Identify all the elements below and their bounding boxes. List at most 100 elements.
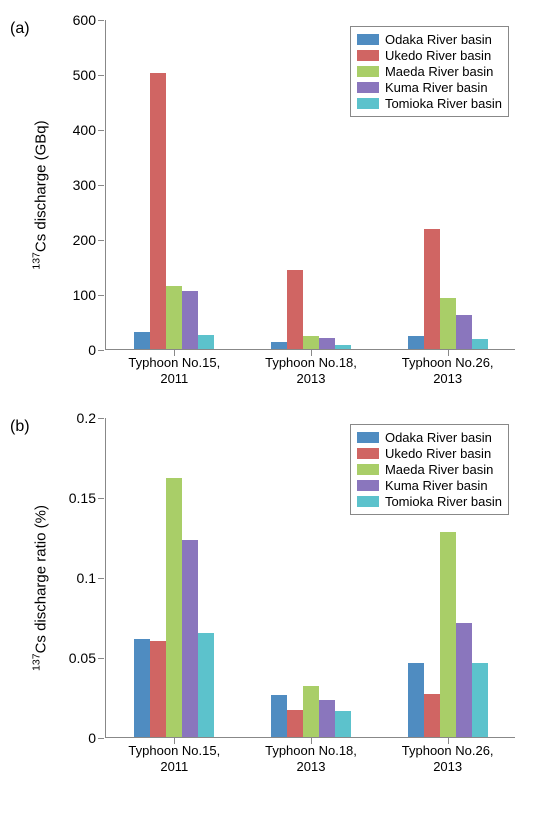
y-tick	[98, 185, 104, 186]
legend-item: Tomioka River basin	[357, 494, 502, 509]
legend-item: Kuma River basin	[357, 80, 502, 95]
bar	[440, 532, 456, 737]
bar	[319, 338, 335, 349]
y-tick	[98, 658, 104, 659]
legend-item: Maeda River basin	[357, 462, 502, 477]
y-tick-label: 0.1	[77, 570, 96, 586]
bar	[198, 633, 214, 737]
y-tick	[98, 240, 104, 241]
y-tick-label: 0.15	[69, 490, 96, 506]
y-tick-label: 0	[88, 342, 96, 358]
legend-label: Maeda River basin	[385, 64, 493, 79]
y-tick-label: 400	[73, 122, 96, 138]
bar	[319, 700, 335, 737]
bar	[166, 286, 182, 349]
y-tick	[98, 418, 104, 419]
y-tick-label: 0	[88, 730, 96, 746]
legend-item: Odaka River basin	[357, 430, 502, 445]
legend-label: Ukedo River basin	[385, 48, 491, 63]
legend-swatch	[357, 98, 379, 109]
y-axis-label: 137Cs discharge ratio (%)	[31, 505, 50, 671]
y-axis-label: 137Cs discharge (GBq)	[31, 120, 50, 269]
bar	[424, 694, 440, 737]
legend-swatch	[357, 34, 379, 45]
legend-swatch	[357, 480, 379, 491]
bar	[408, 336, 424, 349]
y-tick	[98, 738, 104, 739]
bar	[287, 710, 303, 737]
bar	[150, 641, 166, 737]
y-tick	[98, 498, 104, 499]
bar	[134, 332, 150, 349]
y-tick-label: 100	[73, 287, 96, 303]
legend-swatch	[357, 448, 379, 459]
legend-label: Kuma River basin	[385, 478, 488, 493]
bar	[271, 342, 287, 349]
x-tick-label: Typhoon No.26,2013	[402, 355, 494, 386]
y-tick	[98, 130, 104, 131]
bar	[287, 270, 303, 349]
x-tick-label: Typhoon No.18,2013	[265, 743, 357, 774]
y-tick-label: 300	[73, 177, 96, 193]
bar	[335, 711, 351, 737]
bar	[134, 639, 150, 737]
legend-swatch	[357, 464, 379, 475]
legend: Odaka River basinUkedo River basinMaeda …	[350, 26, 509, 117]
bar	[182, 291, 198, 349]
legend-swatch	[357, 66, 379, 77]
y-tick	[98, 295, 104, 296]
legend-label: Tomioka River basin	[385, 494, 502, 509]
bar	[440, 298, 456, 349]
plot-area: 00.050.10.150.2Typhoon No.15,2011Typhoon…	[105, 418, 515, 738]
bar	[198, 335, 214, 349]
bar	[472, 339, 488, 349]
y-tick-label: 0.2	[77, 410, 96, 426]
bar	[335, 345, 351, 349]
plot-area: 0100200300400500600Typhoon No.15,2011Typ…	[105, 20, 515, 350]
panel-label: (b)	[10, 418, 30, 436]
legend-swatch	[357, 496, 379, 507]
legend-label: Ukedo River basin	[385, 446, 491, 461]
legend-item: Ukedo River basin	[357, 446, 502, 461]
bar	[424, 229, 440, 349]
legend-item: Kuma River basin	[357, 478, 502, 493]
legend-label: Tomioka River basin	[385, 96, 502, 111]
legend-swatch	[357, 82, 379, 93]
y-tick	[98, 578, 104, 579]
legend-item: Tomioka River basin	[357, 96, 502, 111]
y-tick-label: 200	[73, 232, 96, 248]
y-tick	[98, 75, 104, 76]
chart-panel-b: (b) 00.050.10.150.2Typhoon No.15,2011Typh…	[10, 418, 543, 786]
x-tick-label: Typhoon No.15,2011	[128, 355, 220, 386]
bar	[166, 478, 182, 737]
y-tick	[98, 20, 104, 21]
bar	[271, 695, 287, 737]
bar	[408, 663, 424, 737]
y-tick-label: 500	[73, 67, 96, 83]
legend-label: Kuma River basin	[385, 80, 488, 95]
legend-swatch	[357, 432, 379, 443]
legend-swatch	[357, 50, 379, 61]
x-tick-label: Typhoon No.26,2013	[402, 743, 494, 774]
y-tick	[98, 350, 104, 351]
bar	[303, 686, 319, 737]
bar	[456, 315, 472, 349]
x-tick-label: Typhoon No.15,2011	[128, 743, 220, 774]
panel-label: (a)	[10, 20, 30, 38]
legend-item: Maeda River basin	[357, 64, 502, 79]
bar	[182, 540, 198, 737]
legend-item: Odaka River basin	[357, 32, 502, 47]
legend-item: Ukedo River basin	[357, 48, 502, 63]
bar	[456, 623, 472, 737]
bar	[150, 73, 166, 349]
bar	[303, 336, 319, 349]
y-tick-label: 600	[73, 12, 96, 28]
legend: Odaka River basinUkedo River basinMaeda …	[350, 424, 509, 515]
x-tick-label: Typhoon No.18,2013	[265, 355, 357, 386]
legend-label: Odaka River basin	[385, 430, 492, 445]
legend-label: Odaka River basin	[385, 32, 492, 47]
bar	[472, 663, 488, 737]
legend-label: Maeda River basin	[385, 462, 493, 477]
y-tick-label: 0.05	[69, 650, 96, 666]
chart-panel-a: (a) 0100200300400500600Typhoon No.15,2011…	[10, 20, 543, 398]
